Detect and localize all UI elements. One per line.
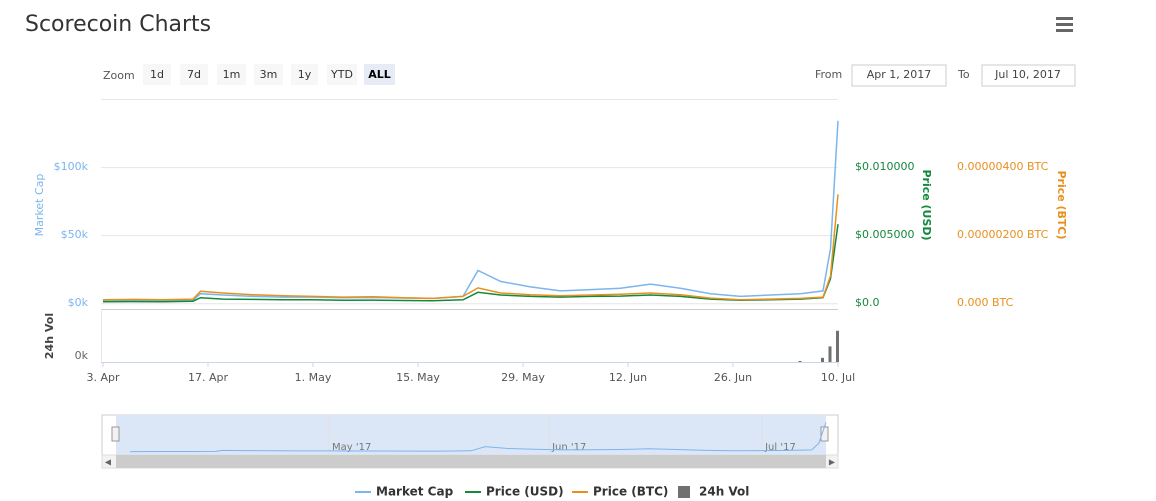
navigator-tick-label: May '17 xyxy=(332,442,371,453)
legend-label[interactable]: Price (USD) xyxy=(486,485,564,499)
y2-tick-label: $0.0 xyxy=(855,296,880,309)
to-value: Jul 10, 2017 xyxy=(994,68,1061,81)
menu-bar xyxy=(1056,23,1073,26)
y-tick-label: $50k xyxy=(61,228,89,241)
x-tick-label: 15. May xyxy=(396,371,440,384)
zoom-button[interactable] xyxy=(291,64,318,85)
scrollbar-thumb[interactable] xyxy=(116,455,826,468)
navigator-handle[interactable] xyxy=(111,426,120,442)
zoom-button[interactable] xyxy=(217,64,246,85)
x-tick-label: 29. May xyxy=(501,371,545,384)
x-tick-label: 17. Apr xyxy=(188,371,228,384)
y-tick-label: $0k xyxy=(68,296,89,309)
y3-tick-label: 0.00000200 BTC xyxy=(957,228,1049,241)
menu-bar xyxy=(1056,17,1073,20)
zoom-button[interactable] xyxy=(143,64,171,85)
menu-icon[interactable] xyxy=(1056,17,1073,32)
series-line xyxy=(102,120,839,302)
navigator-selection[interactable] xyxy=(116,415,826,455)
from-label: From xyxy=(815,68,842,81)
navigator-tick-label: Jun '17 xyxy=(551,442,586,453)
zoom-button-label: 1y xyxy=(298,68,312,81)
y3-tick-label: 0.000 BTC xyxy=(957,296,1014,309)
navigator-tick-label: Jul '17 xyxy=(764,442,796,453)
volume-bar xyxy=(836,330,839,362)
series-line xyxy=(102,194,839,301)
y-axis-title: Market Cap xyxy=(33,174,46,237)
zoom-button-label: 7d xyxy=(187,68,201,81)
legend-swatch[interactable] xyxy=(678,486,690,498)
zoom-button[interactable] xyxy=(327,64,357,85)
y-tick-label: $100k xyxy=(54,160,89,173)
volume-tick-label: 0k xyxy=(75,349,89,362)
legend-label[interactable]: Market Cap xyxy=(376,485,454,499)
x-tick-label: 26. Jun xyxy=(714,371,752,384)
menu-bar xyxy=(1056,29,1073,32)
zoom-button-label: 1m xyxy=(223,68,241,81)
x-tick-label: 10. Jul xyxy=(821,371,855,384)
x-tick-label: 12. Jun xyxy=(609,371,647,384)
zoom-button-label: 1d xyxy=(150,68,164,81)
y3-tick-label: 0.00000400 BTC xyxy=(957,160,1049,173)
volume-bar xyxy=(821,357,824,362)
to-input[interactable] xyxy=(981,64,1076,87)
y2-tick-label: $0.010000 xyxy=(855,160,915,173)
x-tick-label: 3. Apr xyxy=(86,371,119,384)
scroll-left[interactable]: ◀ xyxy=(105,458,112,467)
volume-axis-title: 24h Vol xyxy=(43,313,56,359)
from-input[interactable] xyxy=(851,64,947,87)
zoom-button-label: 3m xyxy=(260,68,278,81)
zoom-button-label: ALL xyxy=(368,68,391,81)
volume-bar xyxy=(798,360,802,362)
y3-axis-title: Price (BTC) xyxy=(1055,170,1068,239)
legend-label[interactable]: 24h Vol xyxy=(699,485,749,499)
zoom-label: Zoom xyxy=(103,69,135,82)
zoom-button[interactable] xyxy=(180,64,208,85)
from-value: Apr 1, 2017 xyxy=(867,68,932,81)
zoom-button[interactable] xyxy=(364,64,395,85)
zoom-button-label: YTD xyxy=(330,68,353,81)
to-label: To xyxy=(957,68,970,81)
navigator-line xyxy=(130,422,827,453)
x-tick-label: 1. May xyxy=(295,371,332,384)
y2-tick-label: $0.005000 xyxy=(855,228,915,241)
zoom-button[interactable] xyxy=(254,64,283,85)
legend-label[interactable]: Price (BTC) xyxy=(593,485,668,499)
chart-title: Scorecoin Charts xyxy=(25,12,211,37)
volume-bar xyxy=(828,346,832,362)
scroll-right[interactable]: ▶ xyxy=(829,458,836,467)
y2-axis-title: Price (USD) xyxy=(920,169,933,240)
